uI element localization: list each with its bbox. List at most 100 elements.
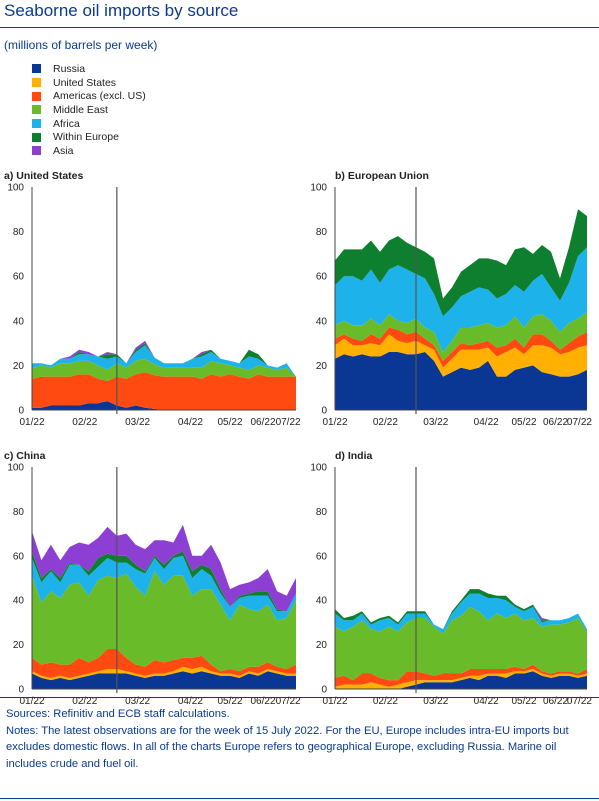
y-tick-label: 20 [13,640,25,651]
x-tick-label: 02/22 [72,696,97,707]
legend-label: Africa [53,117,80,130]
area-middle-east [32,571,296,672]
chart-legend: Russia United States Americas (excl. US)… [32,62,146,158]
legend-item-united-states: United States [32,76,146,90]
x-tick-label: 04/22 [178,417,203,428]
x-tick-label: 05/22 [511,696,536,707]
y-tick-label: 60 [316,272,328,283]
x-tick-label: 05/22 [511,417,536,428]
area-asia [32,524,296,612]
area-united-states [335,669,587,689]
area-middle-east [32,358,296,381]
legend-item-americas: Americas (excl. US) [32,89,146,103]
y-tick-label: 80 [316,227,328,238]
y-tick-label: 60 [316,551,328,562]
x-tick-label: 02/22 [373,696,398,707]
x-tick-label: 07/22 [276,696,301,707]
legend-label: Russia [53,62,86,75]
area-americas-excl-us [335,664,587,687]
legend-swatch-middle-east [32,105,41,115]
legend-item-within-europe: Within Europe [32,130,146,144]
x-tick-label: 07/22 [276,417,301,428]
legend-swatch-africa [32,119,41,129]
area-middle-east [335,311,587,361]
x-tick-label: 03/22 [423,696,448,707]
panel-title: c) China [4,450,46,462]
area-africa [335,247,587,352]
area-within-europe [335,209,587,317]
area-africa [335,593,587,634]
legend-label: Middle East [53,103,108,116]
y-tick-label: 20 [316,640,328,651]
y-tick-label: 100 [7,183,24,194]
x-tick-label: 02/22 [72,417,97,428]
area-africa [32,555,296,621]
y-tick-label: 80 [13,227,25,238]
legend-item-africa: Africa [32,117,146,131]
title-divider [0,27,599,28]
y-tick-label: 80 [13,507,25,518]
y-tick-label: 40 [316,316,328,327]
x-tick-label: 06/22 [543,417,568,428]
y-tick-label: 0 [18,685,24,696]
area-africa [32,345,296,377]
legend-swatch-asia [32,146,41,156]
x-tick-label: 02/22 [373,417,398,428]
legend-item-russia: Russia [32,62,146,76]
panel-title: d) India [335,450,372,462]
area-within-europe [32,551,296,612]
sources-text: Sources: Refinitiv and ECB staff calcula… [6,708,230,720]
y-tick-label: 20 [316,361,328,372]
y-tick-label: 100 [310,463,327,474]
y-tick-label: 40 [13,596,25,607]
x-tick-label: 01/22 [322,417,347,428]
y-tick-label: 0 [321,685,327,696]
units-subtitle: (millions of barrels per week) [4,38,158,52]
y-tick-label: 100 [7,463,24,474]
y-tick-label: 40 [316,596,328,607]
x-tick-label: 05/22 [217,696,242,707]
area-americas-excl-us [335,327,587,368]
y-tick-label: 80 [316,507,328,518]
area-americas-excl-us [32,372,296,410]
x-tick-label: 03/22 [125,696,150,707]
area-russia [335,352,587,410]
x-tick-label: 01/22 [322,696,347,707]
notes-text: Notes: The latest observations are for t… [6,724,569,770]
x-tick-label: 06/22 [250,417,275,428]
area-americas-excl-us [32,649,296,678]
area-russia [32,401,296,410]
legend-label: Asia [53,144,74,157]
legend-label: Americas (excl. US) [53,90,146,103]
footer-notes: Sources: Refinitiv and ECB staff calcula… [6,706,592,772]
footer-bottom-divider [0,798,599,799]
x-tick-label: 06/22 [250,696,275,707]
y-tick-label: 20 [13,361,25,372]
area-middle-east [335,606,587,681]
y-tick-label: 60 [13,551,25,562]
x-tick-label: 03/22 [423,417,448,428]
legend-item-middle-east: Middle East [32,103,146,117]
y-tick-label: 0 [321,406,327,417]
area-united-states [335,334,587,377]
legend-swatch-united-states [32,78,41,88]
y-tick-label: 40 [13,316,25,327]
x-tick-label: 07/22 [567,696,592,707]
x-tick-label: 01/22 [19,696,44,707]
x-tick-label: 03/22 [125,417,150,428]
y-tick-label: 60 [13,272,25,283]
legend-swatch-americas [32,91,41,101]
legend-label: Within Europe [53,131,119,144]
x-tick-label: 05/22 [217,417,242,428]
x-tick-label: 01/22 [19,417,44,428]
x-tick-label: 07/22 [567,417,592,428]
page-title: Seaborne oil imports by source [4,1,239,20]
x-tick-label: 04/22 [178,696,203,707]
area-within-europe [32,343,296,377]
footer-divider [0,697,599,698]
x-tick-label: 04/22 [474,417,499,428]
x-tick-label: 06/22 [543,696,568,707]
area-russia [32,671,296,689]
charts-area: a) United States 0 20 40 60 80 100 01/22 02/22 03… [4,170,592,707]
legend-label: United States [53,76,117,89]
